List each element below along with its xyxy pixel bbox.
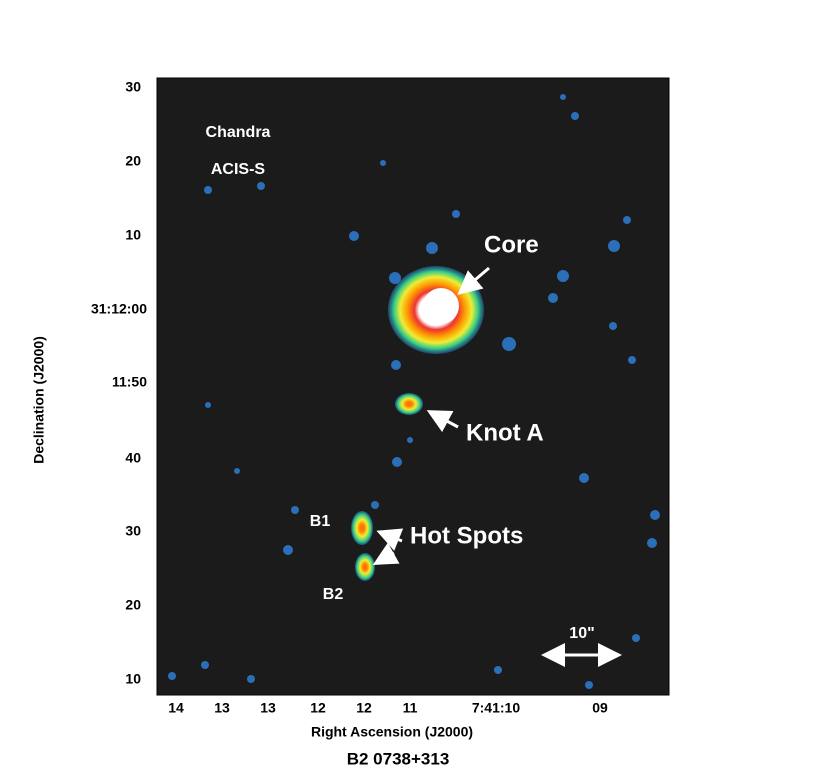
y-tick-label: 20: [125, 153, 141, 169]
x-tick-label: 13: [214, 700, 230, 716]
annotation: Chandra: [206, 124, 271, 141]
y-tick-label: 20: [125, 597, 141, 613]
x-tick-label: 12: [310, 700, 326, 716]
annotation: 10": [569, 625, 594, 642]
annotation: B2: [323, 586, 344, 603]
arrows: [372, 266, 622, 667]
x-tick-label: 11: [403, 700, 418, 716]
x-tick-label: 09: [592, 700, 608, 716]
image-frame: [156, 77, 670, 696]
annotation: B1: [310, 513, 331, 530]
annotation: Knot A: [466, 419, 544, 446]
title: B2 0738+313: [347, 749, 450, 768]
y-tick-label: 10: [125, 671, 141, 687]
annotation: Core: [484, 231, 539, 258]
y-tick-label: 31:12:00: [91, 301, 147, 317]
x-tick-label: 14: [168, 700, 184, 716]
x-axis-label: Right Ascension (J2000): [311, 724, 473, 740]
x-tick-label: 13: [260, 700, 276, 716]
y-tick-label: 30: [125, 79, 141, 95]
y-tick-label: 40: [125, 450, 141, 466]
x-tick-label: 7:41:10: [472, 700, 520, 716]
x-tick-label: 12: [356, 700, 372, 716]
y-tick-label: 11:50: [112, 374, 147, 390]
y-tick-label: 10: [125, 227, 141, 243]
annotation: ACIS-S: [211, 161, 266, 178]
y-axis-label: Declination (J2000): [31, 336, 47, 464]
y-tick-label: 30: [125, 523, 141, 539]
annotation: Hot Spots: [410, 522, 523, 549]
